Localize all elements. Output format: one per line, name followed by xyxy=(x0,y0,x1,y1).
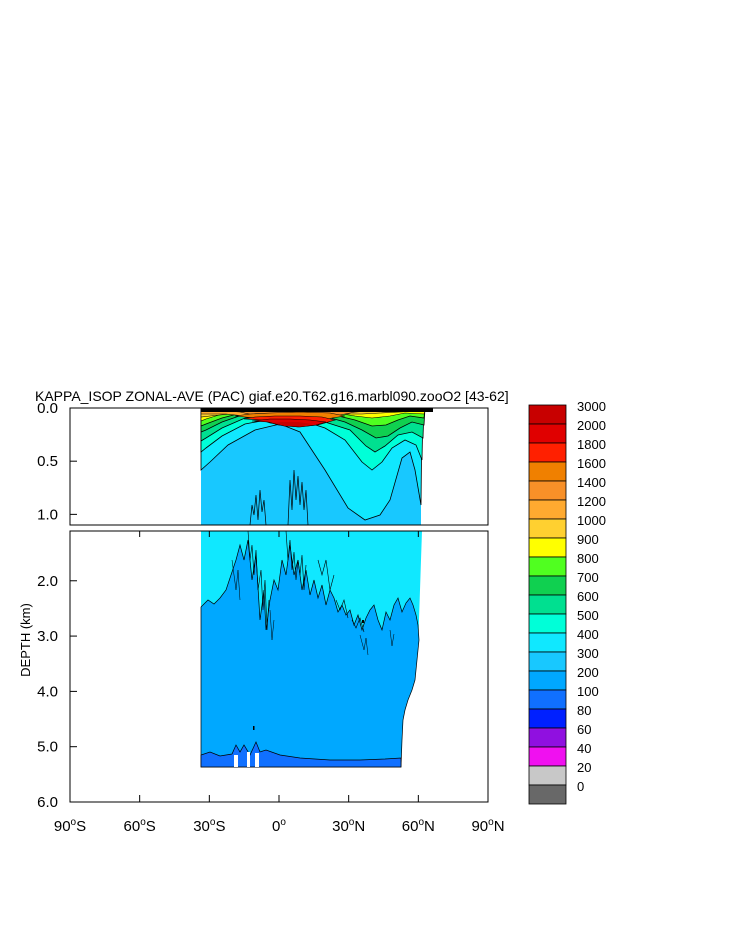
colorbar-swatch xyxy=(528,708,567,729)
contour-speck xyxy=(362,620,364,623)
colorbar-label: 1600 xyxy=(577,456,606,471)
colorbar-swatch xyxy=(528,499,567,520)
x-tick-label: 30oN xyxy=(332,817,365,835)
colorbar: 3000200018001600140012001000900800700600… xyxy=(528,399,606,805)
zone-200-300-lower xyxy=(200,539,420,768)
colorbar-label: 800 xyxy=(577,551,599,566)
colorbar-label: 900 xyxy=(577,532,599,547)
colorbar-swatch xyxy=(528,461,567,482)
colorbar-swatch xyxy=(528,442,567,463)
colorbar-label: 500 xyxy=(577,608,599,623)
contour-speck xyxy=(253,726,255,730)
colorbar-label: 100 xyxy=(577,684,599,699)
colorbar-label: 60 xyxy=(577,722,591,737)
colorbar-swatch xyxy=(528,404,567,425)
colorbar-swatch xyxy=(528,765,567,786)
y-tick-label: 5.0 xyxy=(37,739,58,756)
colorbar-label: 600 xyxy=(577,589,599,604)
y-tick-label: 1.0 xyxy=(37,506,58,523)
colorbar-label: 200 xyxy=(577,665,599,680)
colorbar-swatch xyxy=(528,727,567,748)
zone-3000-core xyxy=(272,422,312,426)
colorbar-swatch xyxy=(528,575,567,596)
upper-column-texture xyxy=(249,469,309,525)
y-axis-label: DEPTH (km) xyxy=(18,603,33,677)
y-tick-label: 0.5 xyxy=(37,453,58,470)
colorbar-swatch xyxy=(528,537,567,558)
y-tick-label: 2.0 xyxy=(37,573,58,590)
colorbar-swatch xyxy=(528,670,567,691)
colorbar-swatch xyxy=(528,480,567,501)
colorbar-label: 3000 xyxy=(577,399,606,414)
lower-panel-contours xyxy=(200,531,422,768)
colorbar-label: 300 xyxy=(577,646,599,661)
chart-title: KAPPA_ISOP ZONAL-AVE (PAC) giaf.e20.T62.… xyxy=(35,388,509,404)
colorbar-label: 1400 xyxy=(577,475,606,490)
colorbar-label: 20 xyxy=(577,760,591,775)
colorbar-swatch xyxy=(528,613,567,634)
surface-band xyxy=(201,408,433,412)
colorbar-swatch xyxy=(528,632,567,653)
colorbar-label: 400 xyxy=(577,627,599,642)
colorbar-swatch xyxy=(528,423,567,444)
bathymetry-gap xyxy=(247,752,250,767)
x-tick-label: 30oS xyxy=(193,817,225,835)
lower-column-texture-2 xyxy=(231,559,395,656)
x-tick-label: 0o xyxy=(272,817,286,835)
colorbar-swatch xyxy=(528,651,567,672)
lower-column-texture xyxy=(247,531,365,633)
bathymetry-gap xyxy=(255,753,259,767)
colorbar-label: 1000 xyxy=(577,513,606,528)
colorbar-label: 2000 xyxy=(577,418,606,433)
colorbar-label: 0 xyxy=(577,779,584,794)
x-tick-label: 60oN xyxy=(402,817,435,835)
colorbar-label: 80 xyxy=(577,703,591,718)
upper-panel-frame xyxy=(69,407,489,526)
axes: 90oS 60oS 30oS 0o 30oN 60oN 90oN 0.0 0.5 1.0 2.0 3.… xyxy=(37,400,504,835)
x-tick-label: 90oN xyxy=(471,817,504,835)
colorbar-label: 1800 xyxy=(577,437,606,452)
colorbar-label: 40 xyxy=(577,741,591,756)
bathymetry-gap xyxy=(234,755,238,767)
colorbar-label: 700 xyxy=(577,570,599,585)
x-tick-label: 90oS xyxy=(54,817,86,835)
y-tick-label: 4.0 xyxy=(37,683,58,700)
colorbar-label: 1200 xyxy=(577,494,606,509)
zone-100-200-lower xyxy=(200,741,402,768)
colorbar-swatch xyxy=(528,594,567,615)
x-tick-label: 60oS xyxy=(124,817,156,835)
colorbar-swatch xyxy=(528,746,567,767)
y-tick-label: 3.0 xyxy=(37,628,58,645)
upper-panel-contours xyxy=(200,408,433,525)
colorbar-swatch xyxy=(528,518,567,539)
colorbar-swatch xyxy=(528,784,567,805)
colorbar-swatch xyxy=(528,556,567,577)
y-tick-label: 6.0 xyxy=(37,794,58,811)
colorbar-swatch xyxy=(528,689,567,710)
y-tick-label: 0.0 xyxy=(37,400,58,417)
